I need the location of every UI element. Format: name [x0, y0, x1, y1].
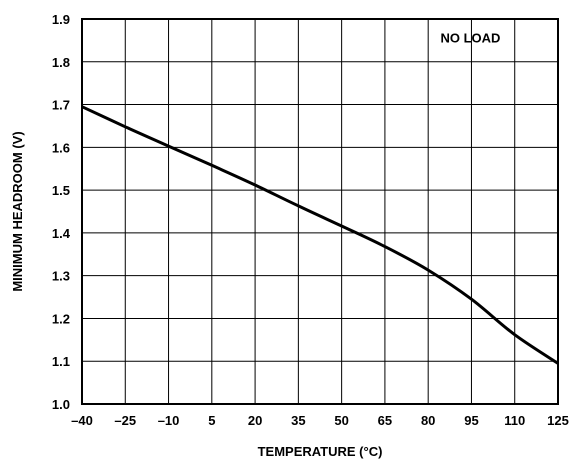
y-tick-label: 1.2 [52, 311, 70, 326]
x-tick-label: 20 [248, 413, 262, 428]
y-tick-labels: 1.0 1.1 1.2 1.3 1.4 1.5 1.6 1.7 1.8 1.9 [52, 12, 71, 412]
plot-frame [81, 18, 559, 405]
y-tick-label: 1.4 [52, 226, 71, 241]
annotation-no-load: NO LOAD [440, 31, 500, 46]
y-tick-label: 1.9 [52, 12, 70, 27]
x-tick-label: 50 [334, 413, 348, 428]
x-tick-label: 125 [547, 413, 569, 428]
y-tick-label: 1.3 [52, 269, 70, 284]
x-tick-labels: –40 –25 –10 5 20 35 50 65 80 95 110 125 [71, 413, 569, 428]
x-tick-label: –25 [114, 413, 136, 428]
x-tick-label: 5 [208, 413, 215, 428]
grid [82, 19, 558, 404]
series-group [81, 105, 559, 365]
x-tick-label: 95 [464, 413, 478, 428]
x-tick-label: 110 [504, 413, 525, 428]
x-axis-title: TEMPERATURE (°C) [258, 444, 383, 459]
x-tick-label: –10 [158, 413, 180, 428]
y-tick-label: 1.6 [52, 140, 70, 155]
y-tick-label: 1.7 [52, 98, 70, 113]
x-tick-label: 65 [378, 413, 392, 428]
y-tick-label: 1.8 [52, 55, 70, 70]
y-tick-label: 1.0 [52, 397, 70, 412]
x-tick-label: 35 [291, 413, 305, 428]
x-tick-label: –40 [71, 413, 93, 428]
y-axis-title: MINIMUM HEADROOM (V) [10, 131, 25, 291]
x-tick-label: 80 [421, 413, 435, 428]
series-line-headroom [81, 105, 559, 365]
y-tick-label: 1.5 [52, 183, 70, 198]
y-tick-label: 1.1 [52, 354, 70, 369]
